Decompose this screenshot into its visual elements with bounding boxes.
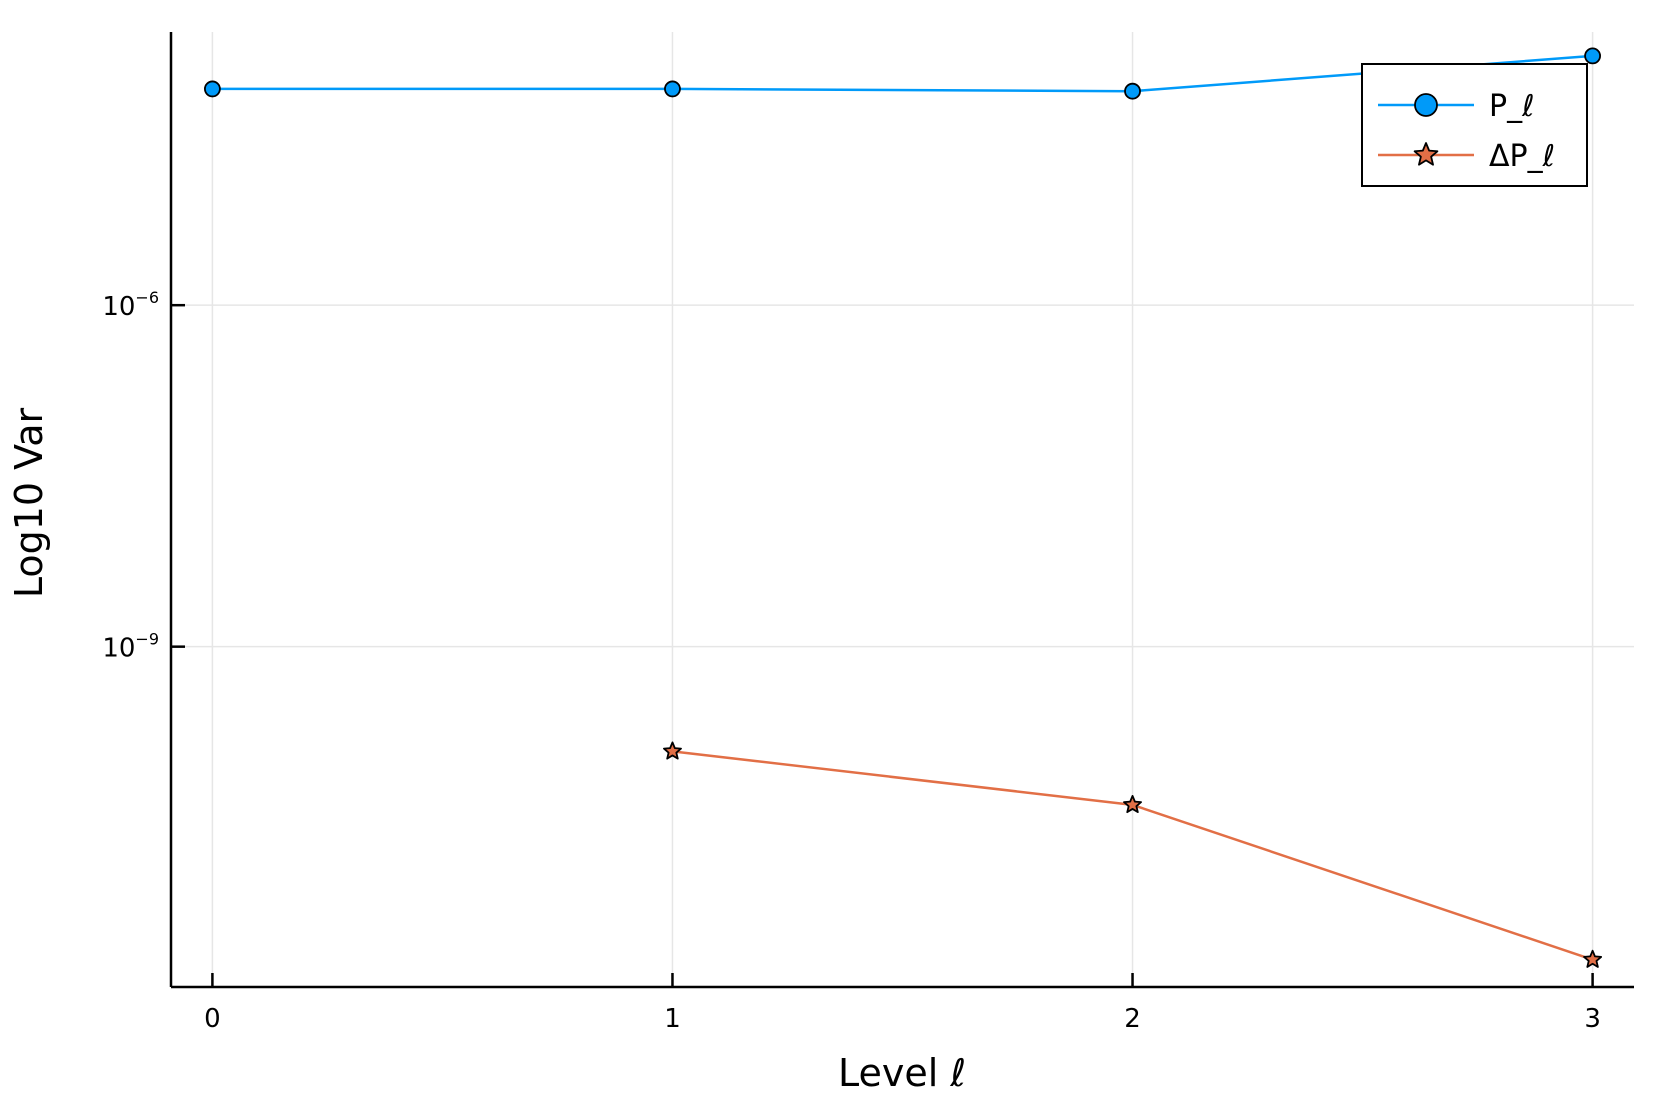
data-point-0-0 (204, 80, 221, 98)
grid (171, 32, 1634, 987)
data-point-1-1 (1123, 794, 1142, 814)
data-point-1-2 (1583, 949, 1603, 968)
x-tick-label: 2 (1124, 1004, 1141, 1034)
legend-label-0: P_ℓ (1489, 89, 1534, 124)
x-tick-label: 1 (664, 1004, 681, 1034)
x-axis-title: Level ℓ (838, 1051, 966, 1095)
y-axis-title: Log10 Var (7, 407, 51, 598)
data-point-0-1 (664, 80, 681, 98)
data-point-0-3 (1584, 47, 1601, 65)
series-layer (204, 47, 1603, 968)
legend-marker-1 (1413, 142, 1439, 166)
legend-marker-0 (1414, 93, 1438, 117)
x-tick-label: 3 (1584, 1004, 1601, 1034)
data-point-0-2 (1124, 82, 1141, 100)
legend: P_ℓ ΔP_ℓ (1361, 63, 1588, 187)
x-tick-label: 0 (204, 1004, 221, 1034)
legend-label-1: ΔP_ℓ (1489, 139, 1555, 174)
y-tick-label: 10−6 (102, 288, 159, 322)
legend-box (1361, 63, 1588, 187)
ticks: 0 1 2 3 10−6 10−9 (102, 288, 1601, 1034)
y-tick-label: 10−9 (102, 630, 159, 664)
data-point-1-0 (663, 741, 682, 760)
axes (169, 32, 1634, 989)
